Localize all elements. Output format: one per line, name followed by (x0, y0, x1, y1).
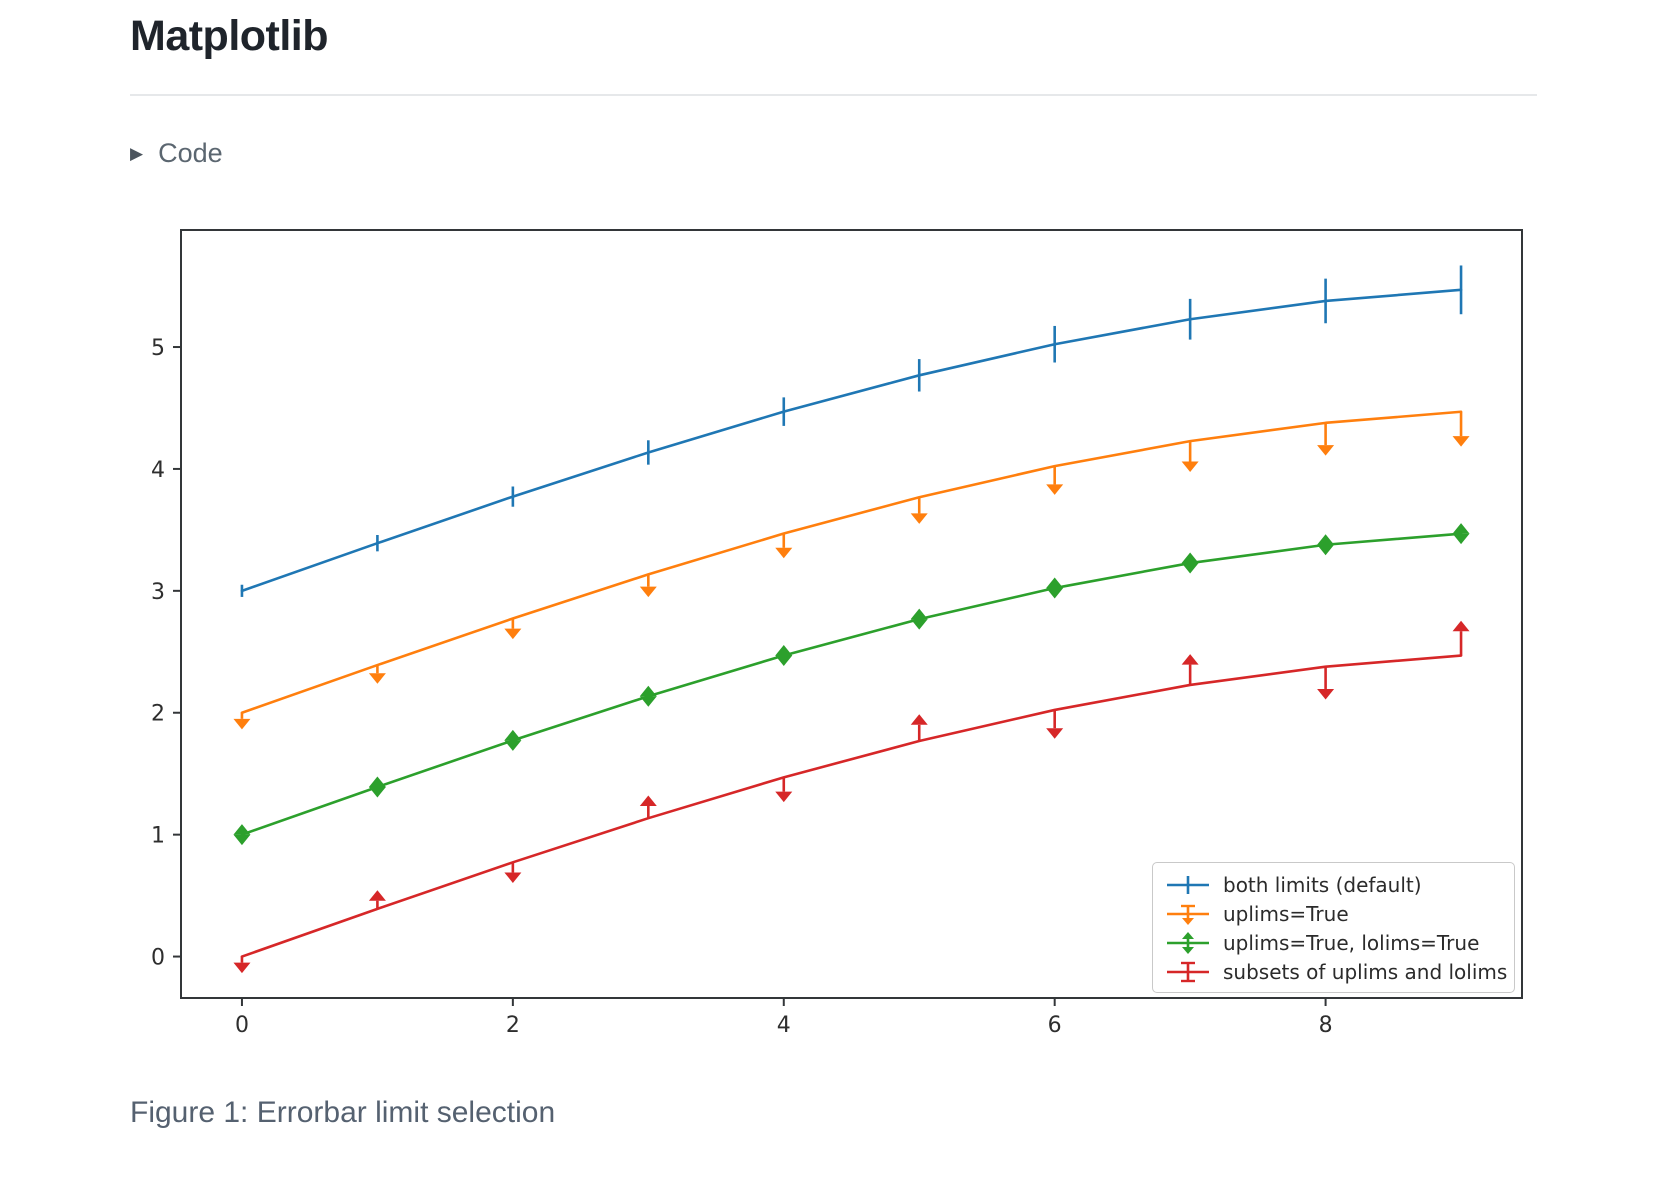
caret-up (639, 685, 657, 697)
caret-down (1452, 436, 1470, 447)
legend-label: uplims=True (1223, 901, 1349, 926)
caret-down (775, 655, 793, 666)
caret-up (1181, 654, 1199, 665)
caret-up (1452, 523, 1470, 534)
x-tick-label: 6 (1048, 1013, 1062, 1038)
caret-down (639, 586, 657, 598)
legend-label: uplims=True, lolims=True (1223, 930, 1480, 955)
caret-down (504, 628, 522, 640)
caret-up (1181, 552, 1199, 564)
x-tick-label: 0 (235, 1013, 249, 1038)
code-toggle[interactable]: ▶ Code (130, 138, 223, 169)
y-tick-label: 5 (151, 336, 165, 361)
caret-down (1046, 588, 1064, 599)
legend-glyph-icon (1167, 961, 1209, 982)
legend-item: subsets of uplims and lolims (1165, 957, 1508, 986)
caret-down (233, 718, 251, 730)
caret-up (1317, 534, 1335, 545)
caret-down (1317, 445, 1335, 456)
code-toggle-label: Code (158, 138, 223, 168)
legend-label: both limits (default) (1223, 872, 1422, 897)
caret-down (910, 619, 928, 630)
caret-up (368, 776, 386, 787)
chart-legend: both limits (default) uplims=True uplims=T… (1152, 862, 1515, 993)
caret-down (775, 547, 793, 559)
caret-up (639, 795, 657, 806)
caret-up (910, 714, 928, 725)
x-tick-label: 4 (777, 1013, 791, 1038)
caret-down (1317, 544, 1335, 556)
caret-up (1452, 620, 1470, 632)
caret-down (1181, 563, 1199, 574)
legend-glyph-icon (1167, 931, 1209, 954)
y-tick-label: 1 (151, 824, 165, 849)
legend-item: both limits (default) (1165, 870, 1504, 899)
caret-down (368, 673, 386, 684)
caret-down (1452, 533, 1470, 545)
legend-glyph-icon (1167, 875, 1209, 894)
legend-label: subsets of uplims and lolims (1223, 959, 1508, 984)
caret-down (504, 740, 522, 751)
caret-up (504, 729, 522, 741)
x-tick-label: 8 (1319, 1013, 1333, 1038)
caret-down (1317, 688, 1335, 700)
disclosure-triangle-icon: ▶ (130, 144, 144, 163)
caret-up (775, 644, 793, 656)
caret-down (368, 786, 386, 798)
caret-up (910, 608, 928, 620)
caret-down (639, 696, 657, 707)
caret-down (233, 962, 251, 974)
y-tick-label: 0 (151, 946, 165, 971)
caret-up (368, 890, 386, 901)
x-tick-label: 2 (506, 1013, 520, 1038)
caret-up (233, 824, 251, 835)
y-tick-label: 2 (151, 702, 165, 727)
y-tick-label: 4 (151, 458, 165, 483)
legend-glyph-icon (1167, 904, 1209, 925)
figure-caption: Figure 1: Errorbar limit selection (130, 1096, 556, 1129)
caret-down (1046, 484, 1064, 495)
series-line-2 (240, 532, 1463, 836)
series-line-1 (240, 410, 1463, 715)
caret-down (504, 872, 522, 883)
caret-down (1181, 461, 1199, 472)
caret-down (1046, 728, 1064, 739)
y-tick-label: 3 (151, 580, 165, 605)
caret-down (910, 513, 928, 524)
caret-down (233, 834, 251, 846)
caret-down (775, 791, 793, 803)
legend-item: uplims=True (1165, 899, 1504, 928)
page-title: Matplotlib (130, 12, 329, 60)
legend-item: uplims=True, lolims=True (1165, 928, 1504, 957)
caret-up (1046, 577, 1064, 589)
series-line-0 (240, 288, 1463, 593)
divider (130, 94, 1537, 96)
